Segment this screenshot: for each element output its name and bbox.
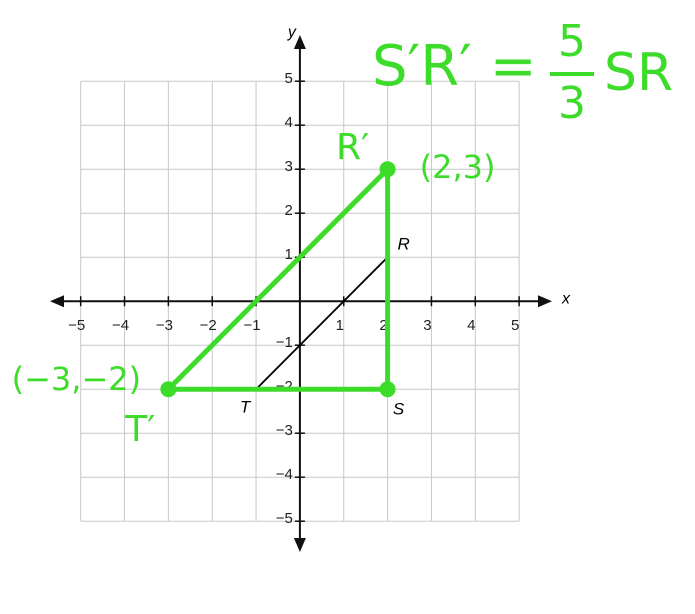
annotation-numerator: 5 (558, 16, 586, 67)
vertex-point (160, 381, 177, 398)
x-tick-label: 5 (511, 317, 519, 334)
arrow-head (538, 295, 552, 308)
vertex-label: T (240, 398, 252, 417)
vertex-label: T′ (124, 409, 155, 450)
y-tick-label: 2 (285, 202, 293, 219)
triangle (255, 256, 389, 391)
x-tick-label: 4 (467, 317, 475, 334)
y-tick-label: −5 (276, 510, 293, 527)
y-tick-label: 1 (285, 246, 293, 263)
annotation-lhs: S′R′ = (372, 34, 537, 99)
x-axis-label: x (561, 290, 571, 307)
x-tick-label: −1 (244, 317, 261, 334)
vertex-label: R′ (336, 127, 369, 168)
y-tick-label: −2 (276, 378, 293, 395)
vertex-label: R (397, 235, 409, 254)
y-tick-label: −3 (276, 422, 293, 439)
y-tick-label: 3 (285, 158, 293, 175)
coordinate-label: (−3,−2) (12, 360, 141, 398)
x-tick-label: −5 (68, 317, 85, 334)
x-tick-label: −3 (156, 317, 173, 334)
y-tick-label: 5 (285, 70, 293, 87)
annotation-denominator: 3 (558, 78, 586, 129)
x-tick-label: −4 (112, 317, 129, 334)
arrow-head (293, 35, 306, 49)
annotation-rhs: SR (604, 43, 673, 103)
y-tick-label: −4 (276, 466, 293, 483)
x-tick-label: 2 (379, 317, 387, 334)
arrow-head (293, 538, 306, 552)
arrow-head (50, 295, 64, 308)
y-tick-label: −1 (276, 334, 293, 351)
x-tick-label: −2 (200, 317, 217, 334)
coordinate-label: (2,3) (420, 148, 496, 186)
triangle (165, 166, 391, 392)
y-axis-label: y (287, 24, 297, 41)
x-tick-label: 3 (423, 317, 431, 334)
vertex-point (379, 161, 396, 178)
annotation: S′R′ = 5 3 SR (372, 16, 673, 129)
x-tick-label: 1 (336, 317, 344, 334)
vertex-point (379, 381, 396, 398)
y-tick-label: 4 (285, 114, 293, 131)
vertex-label: S (393, 400, 405, 419)
